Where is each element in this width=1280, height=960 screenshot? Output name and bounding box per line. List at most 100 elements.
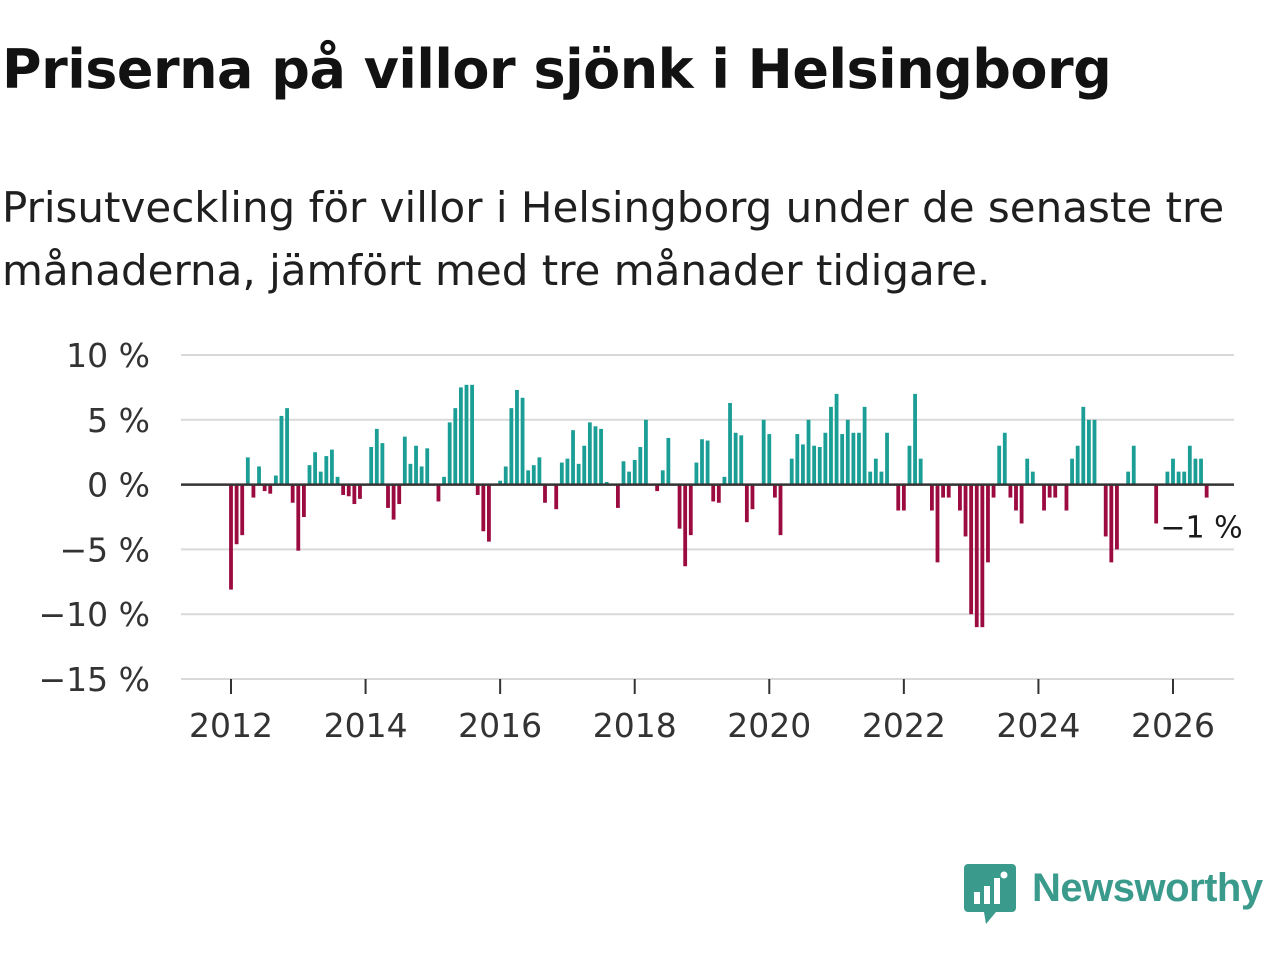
bar (862, 406, 867, 485)
bar (358, 484, 362, 499)
bar (744, 484, 749, 523)
bar (812, 445, 817, 485)
bar (240, 484, 245, 536)
bar (453, 408, 458, 485)
bar (1047, 484, 1052, 498)
bar (582, 445, 587, 485)
bar (436, 484, 441, 502)
bar (565, 458, 570, 485)
bar (772, 484, 777, 498)
y-tick-label: 5 % (87, 401, 150, 440)
y-axis-labels: 10 % 5 % 0 % −5 % −10 % −15 % (39, 336, 151, 699)
bar (1081, 406, 1086, 485)
bar (879, 471, 884, 485)
bar (442, 476, 446, 485)
bars (229, 384, 1209, 628)
bar (447, 422, 452, 485)
bar (559, 462, 564, 485)
bar (627, 471, 632, 485)
bar (386, 484, 390, 508)
bar (789, 458, 794, 485)
bar (408, 463, 413, 485)
newsworthy-logo-icon (964, 864, 1016, 924)
bar (974, 484, 979, 628)
bar (621, 461, 626, 485)
bar (419, 466, 424, 485)
bar (694, 462, 699, 485)
x-tick-label: 2026 (1131, 706, 1215, 745)
chart-subtitle: Prisutveckling för villor i Helsingborg … (2, 183, 1225, 295)
brand-name: Newsworthy (1032, 866, 1263, 910)
bar (397, 484, 402, 505)
bar (352, 484, 357, 505)
bar (991, 484, 996, 498)
bar (688, 484, 693, 536)
bar (1019, 484, 1024, 524)
bar (1165, 471, 1170, 485)
bar (1086, 419, 1091, 485)
chart-title: Priserna på villor sjönk i Helsingborg (2, 38, 1112, 101)
x-tick-label: 2022 (862, 706, 946, 745)
bar (554, 484, 559, 510)
bar (677, 484, 682, 529)
bar (958, 484, 962, 511)
bar (935, 484, 940, 563)
bar (1075, 445, 1080, 485)
bar (604, 482, 609, 485)
bar (929, 484, 934, 511)
y-tick-label: 0 % (87, 466, 150, 505)
bar (655, 484, 660, 492)
bar (711, 484, 716, 502)
bar (795, 434, 800, 485)
bar (245, 457, 250, 485)
brand-logo[interactable]: Newsworthy (964, 864, 1263, 926)
bar (834, 393, 839, 485)
bar (458, 387, 463, 485)
bar (885, 432, 889, 485)
bar (402, 436, 407, 485)
bar (840, 434, 845, 485)
bar (1070, 458, 1074, 485)
y-tick-label: −15 % (39, 660, 151, 699)
x-tick-label: 2020 (727, 706, 811, 745)
bar (980, 484, 985, 628)
bar (369, 447, 374, 485)
bar (251, 484, 256, 498)
bar (341, 484, 346, 495)
bar (857, 432, 861, 485)
bar (503, 466, 508, 485)
bar (526, 470, 531, 485)
bar (1053, 484, 1058, 498)
bar (638, 447, 643, 485)
bar (1171, 458, 1175, 485)
bar (778, 484, 783, 536)
bar (896, 484, 901, 511)
bar (1176, 471, 1181, 485)
bar (660, 470, 665, 485)
bar (487, 484, 491, 542)
bar (644, 419, 648, 485)
bar (1042, 484, 1046, 511)
bar (301, 484, 306, 517)
bar (901, 484, 906, 511)
bar (946, 484, 951, 498)
last-value-label: −1 % (1160, 511, 1242, 546)
bar (1126, 471, 1131, 485)
bar (593, 426, 598, 485)
bar (571, 430, 575, 485)
bar (969, 484, 974, 615)
bar (464, 384, 469, 485)
bar (262, 484, 267, 492)
bar (587, 422, 592, 485)
bar (576, 463, 581, 485)
bar (750, 484, 755, 510)
bar (767, 434, 772, 485)
bar (481, 484, 486, 532)
bar (380, 443, 385, 485)
bar (324, 456, 329, 485)
bar (963, 484, 968, 537)
bar (520, 397, 525, 485)
x-tick-label: 2016 (458, 706, 542, 745)
bar (632, 459, 637, 485)
bar (346, 484, 351, 497)
